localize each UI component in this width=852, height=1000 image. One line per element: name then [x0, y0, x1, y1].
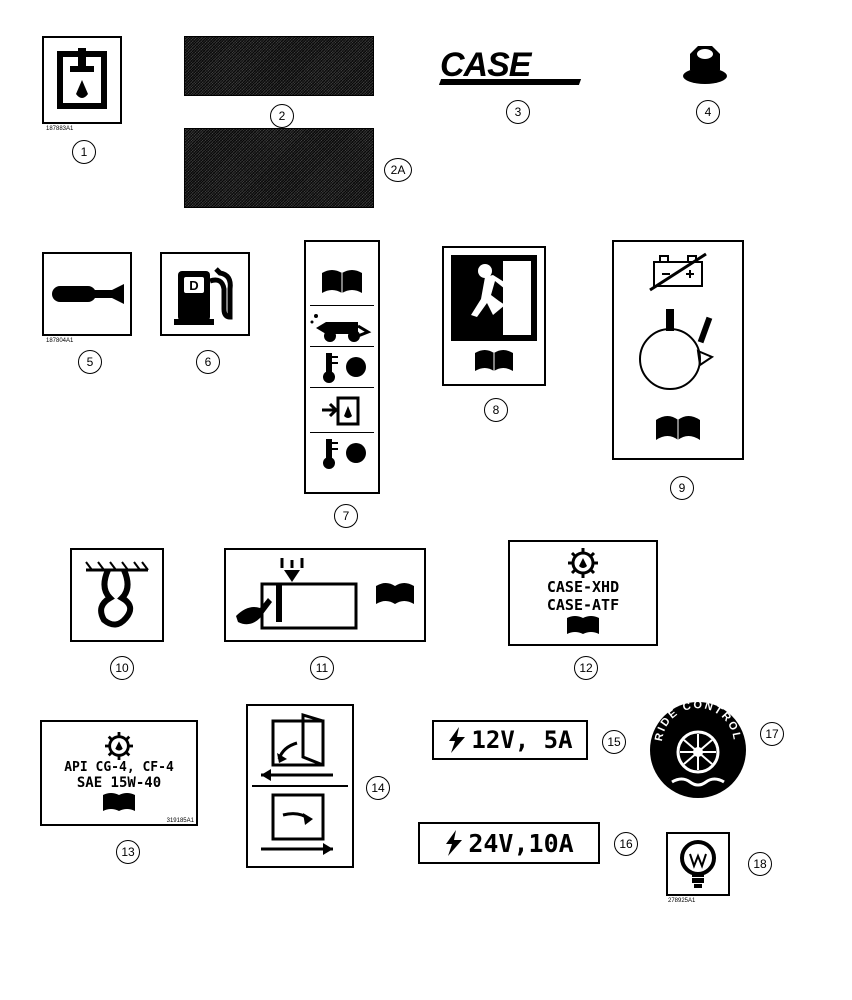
callout-14: 14 — [366, 776, 390, 800]
spec-line-1: CASE-XHD — [547, 578, 619, 596]
callout-2: 2 — [270, 104, 294, 128]
decal-emergency-exit — [442, 246, 546, 386]
callout-11: 11 — [310, 656, 334, 680]
callout-15: 15 — [602, 730, 626, 754]
decal-tie-down — [70, 548, 164, 642]
decal-case-logo: CASE — [440, 46, 580, 85]
callout-5: 5 — [78, 350, 102, 374]
callout-1: 1 — [72, 140, 96, 164]
callout-12: 12 — [574, 656, 598, 680]
lightning-icon — [447, 727, 467, 753]
battery-crossed-icon — [648, 252, 708, 292]
gear-oil-icon — [566, 548, 600, 578]
callout-8: 8 — [484, 398, 508, 422]
part-number: 319185A1 — [167, 818, 194, 824]
callout-3: 3 — [506, 100, 530, 124]
decal-maintenance-strip — [304, 240, 380, 494]
temp-gauge-icon — [312, 349, 372, 385]
manual-icon — [469, 347, 519, 377]
callout-6: 6 — [196, 350, 220, 374]
muffler-icon — [50, 274, 124, 314]
decal-diesel-fuel: D — [160, 252, 250, 336]
callout-2a: 2A — [384, 158, 412, 182]
callout-16: 16 — [614, 832, 638, 856]
spec-line-2: CASE-ATF — [547, 596, 619, 614]
hydraulic-oil-icon — [54, 48, 110, 112]
decal-battery-disconnect — [612, 240, 744, 460]
diesel-fuel-icon: D — [172, 261, 238, 327]
manual-icon — [372, 580, 418, 610]
decal-light-bulb: 278925A1 — [666, 832, 730, 896]
tie-down-icon — [80, 558, 154, 632]
rating-text: 12V, 5A — [471, 726, 572, 754]
manual-icon — [99, 791, 139, 815]
part-number: 187883A1 — [46, 126, 73, 132]
emergency-exit-icon — [451, 255, 537, 341]
decal-engine-oil: API CG-4, CF-4 SAE 15W-40 319185A1 — [40, 720, 198, 826]
decal-electrical-12v: 12V, 5A — [432, 720, 588, 760]
decal-texture-strip-2a — [184, 128, 374, 208]
decal-electrical-24v: 24V,10A — [418, 822, 600, 864]
decal-ride-control: RIDE CONTROL — [648, 700, 748, 800]
callout-17: 17 — [760, 722, 784, 746]
decal-trans-oil: CASE-XHD CASE-ATF — [508, 540, 658, 646]
callout-10: 10 — [110, 656, 134, 680]
decal-door-swing — [246, 704, 354, 868]
part-number: 187804A1 — [46, 338, 73, 344]
loader-icon — [310, 308, 374, 344]
hood-pinch-icon — [232, 556, 362, 634]
part-number: 278925A1 — [668, 898, 695, 904]
door-open-icon — [253, 713, 347, 785]
callout-7: 7 — [334, 504, 358, 528]
lightning-icon — [444, 829, 464, 857]
decal-muffler: 187804A1 — [42, 252, 132, 336]
nut-icon — [680, 42, 730, 86]
spec-line-2: SAE 15W-40 — [77, 775, 161, 791]
manual-icon — [563, 614, 603, 638]
temp-gauge-icon-2 — [312, 435, 372, 471]
light-bulb-icon — [676, 838, 720, 890]
decal-texture-strip — [184, 36, 374, 96]
svg-text:D: D — [189, 278, 198, 293]
callout-13: 13 — [116, 840, 140, 864]
door-close-icon — [253, 787, 347, 859]
gear-oil-icon — [102, 732, 136, 760]
callout-4: 4 — [696, 100, 720, 124]
disconnect-switch-icon — [628, 307, 728, 397]
ride-control-badge: RIDE CONTROL — [648, 700, 748, 800]
decal-hydraulic-oil: 187883A1 — [42, 36, 122, 124]
spec-line-1: API CG-4, CF-4 — [64, 760, 174, 775]
manual-icon — [650, 412, 706, 448]
decal-hood-pinch — [224, 548, 426, 642]
manual-icon — [312, 263, 372, 303]
callout-18: 18 — [748, 852, 772, 876]
rating-text: 24V,10A — [468, 829, 573, 858]
callout-9: 9 — [670, 476, 694, 500]
hydraulic-filter-icon — [312, 390, 372, 430]
decal-nut — [680, 42, 730, 86]
